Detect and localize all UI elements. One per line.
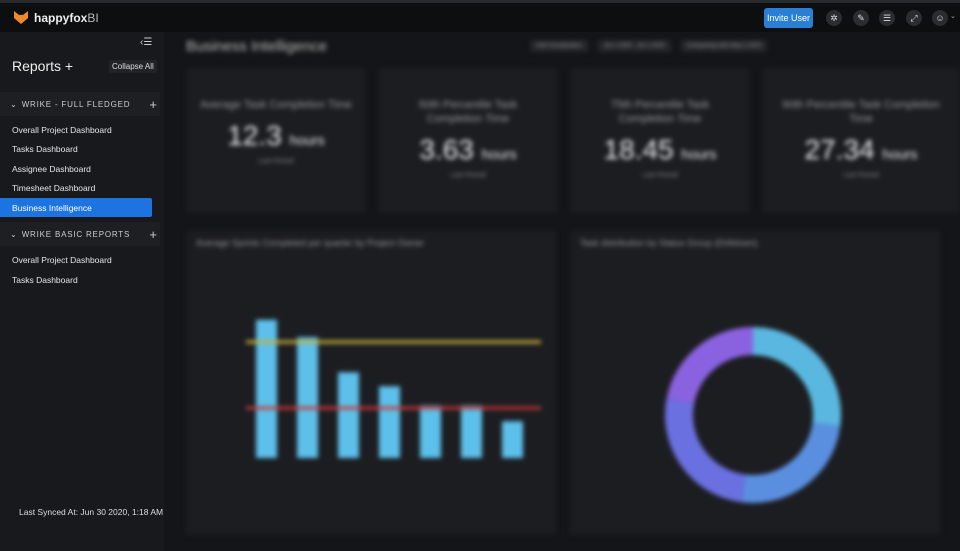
brand-name: happyfox [34,10,88,25]
sidebar-item-business-intelligence[interactable]: Business Intelligence [0,198,152,217]
add-icon[interactable]: + [149,96,157,112]
database-icon[interactable]: ☰ [879,10,895,26]
brand-suffix: BI [87,10,99,25]
bar[interactable] [297,337,318,458]
page-title: Business Intelligence [186,38,327,55]
kpi-title: 50th Percentile Task Completion Time [418,99,518,125]
reports-heading: Reports + [12,58,73,74]
tools-icon[interactable]: ✎ [853,10,869,26]
add-icon[interactable]: + [149,226,157,242]
sidebar-item-tasks-dashboard-basic[interactable]: Tasks Dashboard [12,274,78,285]
sidebar-item-overall-project-dashboard[interactable]: Overall Project Dashboard [12,124,112,135]
chevron-down-icon: ⌄ [10,99,17,109]
user-avatar-icon[interactable]: ☺ [932,10,948,26]
kpi-number: 27.34 [804,134,875,165]
fox-logo-icon [14,11,28,24]
kpi-value: 18.45 hours [570,134,750,166]
group-wrike-basic-reports[interactable]: ⌄ WRIKE BASIC REPORTS + [0,222,160,246]
add-report-icon[interactable]: + [64,58,74,74]
kpi-value: 27.34 hours [762,134,960,166]
sidebar: ‹☰ Reports + Collapse All ⌄ WRIKE - FULL … [0,32,164,551]
chart-title: Average Sprints Completed per quarter by… [196,238,424,248]
kpi-number: 12.3 [227,120,282,151]
kpi-unit: hours [289,132,325,148]
last-synced: Last Synced At: Jun 30 2020, 1:18 AM [19,507,164,517]
sidebar-item-overall-project-dashboard-basic[interactable]: Overall Project Dashboard [12,254,112,265]
kpi-card: Average Task Completion Time 12.3 hours La… [186,68,366,213]
bar-chart [246,319,541,459]
bar[interactable] [256,319,277,458]
donut-chart-card: Task distribution by Status Group (Drill… [570,230,940,535]
bar[interactable] [461,405,482,459]
dashboard-main: Business Intelligence Add Visualization J… [170,32,960,551]
kpi-title: Average Task Completion Time [200,99,352,111]
kpi-card: 50th Percentile Task Completion Time 3.63… [378,68,558,213]
bar-chart-card: Average Sprints Completed per quarter by… [186,230,556,535]
top-bar: happyfoxBI Invite User ✲ ✎ ☰ ⤢ ☺ ⌄ [0,0,960,32]
donut-slice-cancelled[interactable] [665,398,746,503]
kpi-title: 75th Percentile Task Completion Time [610,99,710,125]
kpi-card: 75th Percentile Task Completion Time 18.4… [570,68,750,213]
kpi-footer: Last Period [450,172,486,179]
kpi-footer: Last Period [843,172,879,179]
bar[interactable] [502,421,523,458]
donut-slice-active[interactable] [666,327,753,404]
kpi-card: 90th Percentile Task Completion Time 27.3… [762,68,960,213]
bar[interactable] [420,405,441,459]
kpi-unit: hours [882,146,918,162]
sidebar-item-assignee-dashboard[interactable]: Assignee Dashboard [12,163,91,174]
fullscreen-icon[interactable]: ⤢ [906,10,922,26]
kpi-unit: hours [481,146,517,162]
chevron-down-icon[interactable]: ⌄ [950,13,956,20]
kpi-value: 3.63 hours [378,134,558,166]
kpi-title: 90th Percentile Task Completion Time [782,99,940,125]
invite-user-button[interactable]: Invite User [764,8,813,28]
donut-slice-completed[interactable] [741,422,841,503]
logo[interactable]: happyfoxBI [14,11,99,25]
bar[interactable] [338,372,359,458]
group-label: WRIKE BASIC REPORTS [21,229,131,239]
sidebar-item-timesheet-dashboard[interactable]: Timesheet Dashboard [12,182,96,193]
group-wrike-full-fledged[interactable]: ⌄ WRIKE - FULL FLEDGED + [0,92,160,116]
kpi-value: 12.3 hours [186,120,366,152]
sidebar-item-tasks-dashboard[interactable]: Tasks Dashboard [12,143,78,154]
filters[interactable]: Add Visualization Jul 1 2020 - Jul 1 2020… [530,40,768,52]
donut-slice-deferred[interactable] [753,327,841,427]
chevron-down-icon: ⌄ [10,229,17,239]
bar[interactable] [379,386,400,458]
kpi-unit: hours [681,146,717,162]
chart-title: Task distribution by Status Group (Drill… [580,238,758,248]
kpi-footer: Last Period [642,172,678,179]
kpi-number: 18.45 [603,134,674,165]
donut-chart [665,327,841,503]
collapse-all-button[interactable]: Collapse All [109,60,157,73]
group-label: WRIKE - FULL FLEDGED [21,99,131,109]
kpi-footer: Last Period [258,158,294,165]
reports-label: Reports [12,58,62,74]
kpi-number: 3.63 [419,134,474,165]
settings-icon[interactable]: ✲ [826,10,842,26]
collapse-sidebar-icon[interactable]: ‹☰ [140,37,153,48]
